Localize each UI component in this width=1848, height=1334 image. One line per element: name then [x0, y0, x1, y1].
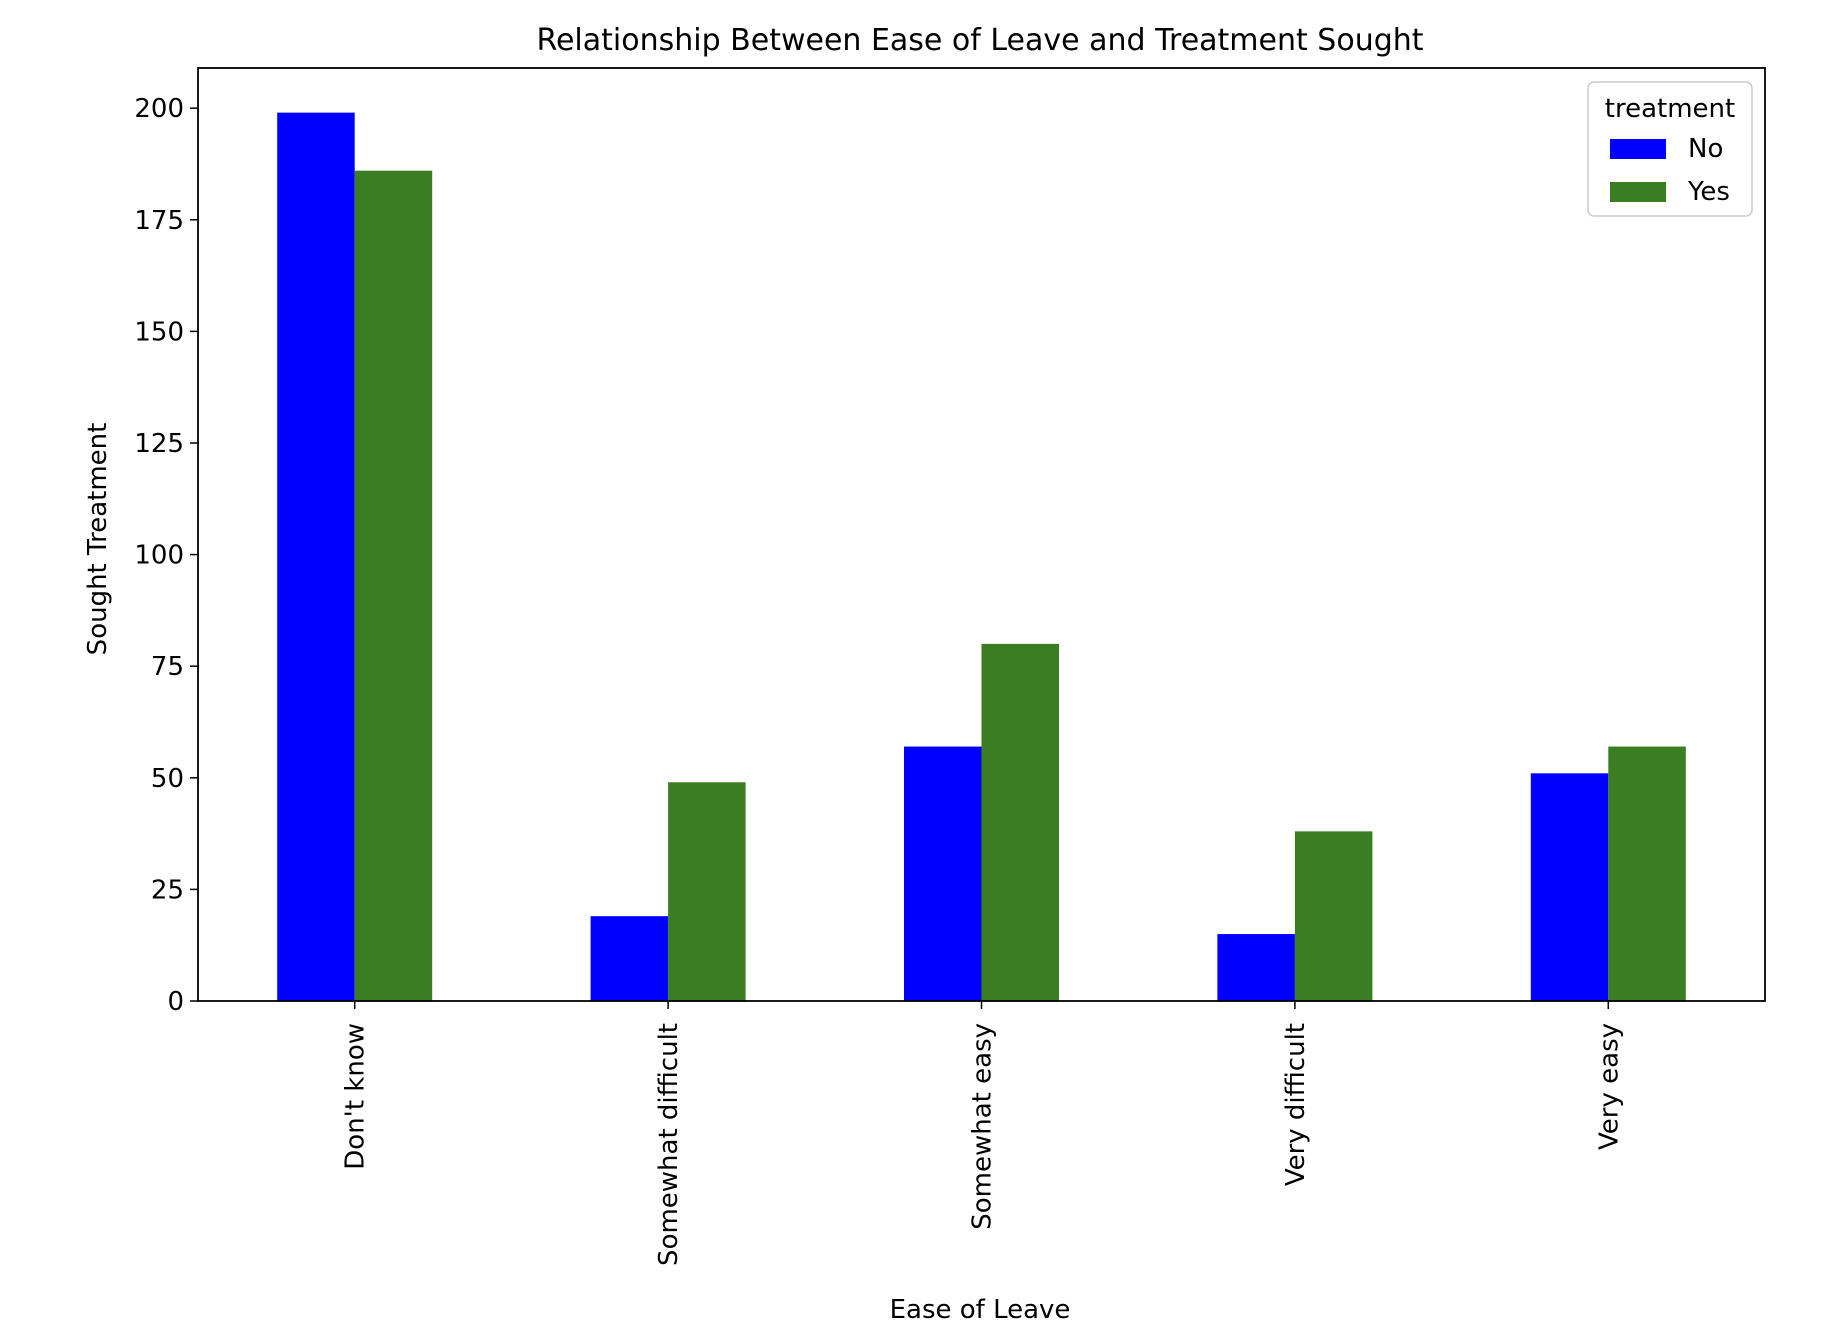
chart-title: Relationship Between Ease of Leave and T…: [536, 23, 1423, 58]
y-tick-label: 175: [134, 206, 184, 236]
legend-label-yes: Yes: [1687, 177, 1730, 207]
legend: treatment No Yes: [1587, 81, 1753, 217]
bar-yes-0: [354, 170, 433, 1002]
x-tick-label: Somewhat easy: [968, 1023, 998, 1230]
legend-title: treatment: [1605, 94, 1735, 124]
bar-yes-1: [668, 782, 746, 1001]
x-tick-label: Very difficult: [1281, 1023, 1311, 1186]
y-tick-label: 150: [134, 317, 184, 347]
bar-no-1: [590, 916, 669, 1001]
bar-no-3: [1217, 934, 1295, 1001]
bar-no-0: [277, 112, 355, 1001]
y-tick-label: 50: [151, 764, 184, 794]
legend-items: No Yes: [1610, 134, 1730, 207]
x-axis: Don't know Somewhat difficult Somewhat eas…: [341, 1001, 1624, 1266]
plot-area: [197, 67, 1766, 1002]
x-tick-label: Very easy: [1594, 1023, 1624, 1150]
y-tick-label: 0: [167, 987, 184, 1017]
y-tick-label: 100: [134, 541, 184, 571]
legend-swatch-no: [1610, 139, 1666, 159]
legend-swatch-yes: [1610, 182, 1666, 202]
x-tick-label: Somewhat difficult: [654, 1023, 684, 1266]
bar-no-2: [904, 746, 982, 1001]
bar-yes-2: [981, 643, 1059, 1001]
y-tick-label: 125: [134, 429, 184, 459]
bar-yes-3: [1294, 831, 1373, 1001]
y-axis-label: Sought Treatment: [83, 423, 113, 656]
y-tick-label: 200: [134, 94, 184, 124]
bar-yes-4: [1608, 746, 1686, 1001]
y-tick-label: 25: [151, 875, 184, 905]
x-tick-label: Don't know: [341, 1023, 371, 1170]
x-axis-label: Ease of Leave: [890, 1295, 1071, 1325]
bar-no-4: [1530, 773, 1609, 1001]
y-axis: 0 25 50 75 100 125 150 175 200: [134, 94, 198, 1017]
legend-label-no: No: [1688, 134, 1723, 164]
y-tick-label: 75: [151, 652, 184, 682]
